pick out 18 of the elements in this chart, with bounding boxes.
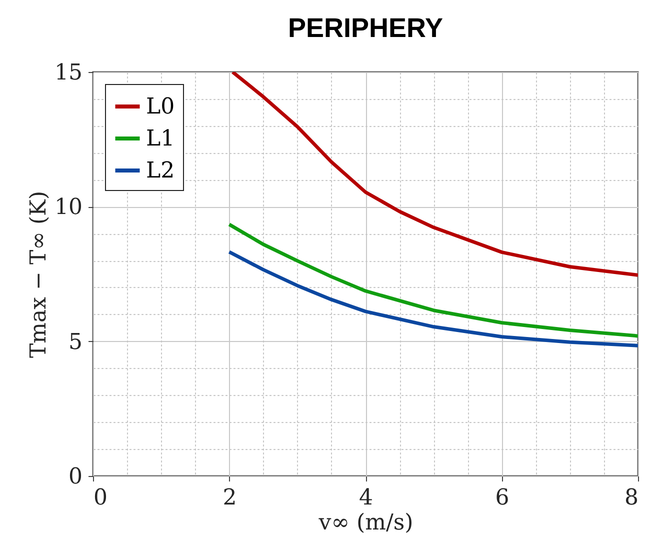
y-tick-label: 0 xyxy=(68,464,82,490)
x-tick-label: 4 xyxy=(359,486,373,510)
y-tick-label: 15 xyxy=(54,60,82,86)
legend-label: L0 xyxy=(146,94,175,120)
y-tick-label: 10 xyxy=(54,195,82,220)
x-tick-label: 0 xyxy=(94,486,108,510)
x-axis-title: v∞ (m/s) xyxy=(318,510,414,536)
y-tick-label: 5 xyxy=(68,330,82,355)
legend-label: L2 xyxy=(146,158,175,184)
line-series xyxy=(230,72,638,277)
y-axis-title: Tmax − T∞ (K) xyxy=(26,190,52,358)
x-tick-label: 6 xyxy=(495,486,510,510)
legend-label: L1 xyxy=(146,126,175,152)
chart-title: PERIPHERY xyxy=(288,13,444,43)
x-tick-label: 2 xyxy=(222,486,237,510)
line-series xyxy=(228,222,638,338)
x-tick-label: 8 xyxy=(624,486,638,510)
line-series xyxy=(228,250,638,348)
